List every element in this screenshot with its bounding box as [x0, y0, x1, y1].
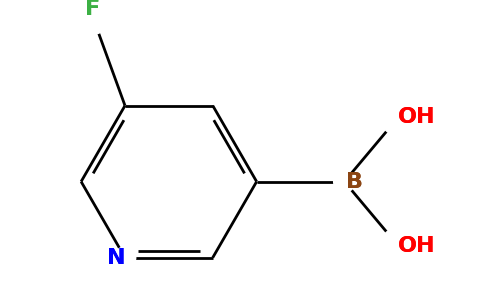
Circle shape [84, 12, 106, 34]
Text: OH: OH [398, 107, 436, 127]
Text: OH: OH [398, 236, 436, 256]
Text: F: F [85, 0, 100, 20]
Text: F: F [85, 0, 100, 20]
Circle shape [383, 230, 401, 247]
Circle shape [333, 171, 355, 192]
Text: B: B [346, 172, 363, 192]
Circle shape [383, 116, 401, 133]
Text: N: N [107, 248, 125, 268]
Text: OH: OH [398, 107, 436, 127]
Text: N: N [107, 248, 125, 268]
Text: OH: OH [398, 236, 436, 256]
Text: B: B [346, 172, 363, 192]
Circle shape [114, 247, 136, 268]
